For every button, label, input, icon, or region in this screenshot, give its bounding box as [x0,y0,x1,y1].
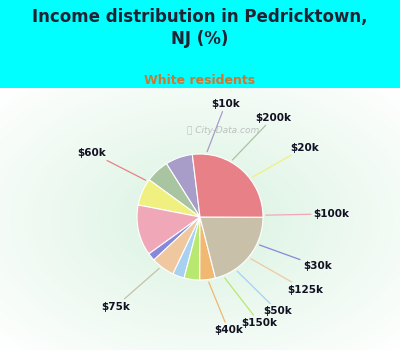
Text: $60k: $60k [77,148,146,180]
Wedge shape [166,154,200,217]
Wedge shape [200,217,263,278]
Wedge shape [149,217,200,260]
Text: $50k: $50k [237,271,292,316]
Text: White residents: White residents [144,74,256,87]
Wedge shape [138,180,200,217]
Text: $40k: $40k [209,282,243,335]
Text: $10k: $10k [207,99,240,152]
Wedge shape [137,205,200,254]
Text: $20k: $20k [252,142,319,177]
Wedge shape [149,164,200,217]
Text: $100k: $100k [266,209,350,219]
Text: $125k: $125k [251,259,323,295]
Wedge shape [192,154,263,217]
Text: $75k: $75k [101,268,159,312]
Text: ⓘ City-Data.com: ⓘ City-Data.com [188,126,260,135]
Wedge shape [154,217,200,274]
Text: $200k: $200k [232,112,291,160]
Wedge shape [200,217,216,280]
Text: Income distribution in Pedricktown,
NJ (%): Income distribution in Pedricktown, NJ (… [32,8,368,48]
Wedge shape [173,217,200,278]
Text: $150k: $150k [225,278,278,328]
Text: $30k: $30k [260,245,332,271]
Wedge shape [184,217,200,280]
